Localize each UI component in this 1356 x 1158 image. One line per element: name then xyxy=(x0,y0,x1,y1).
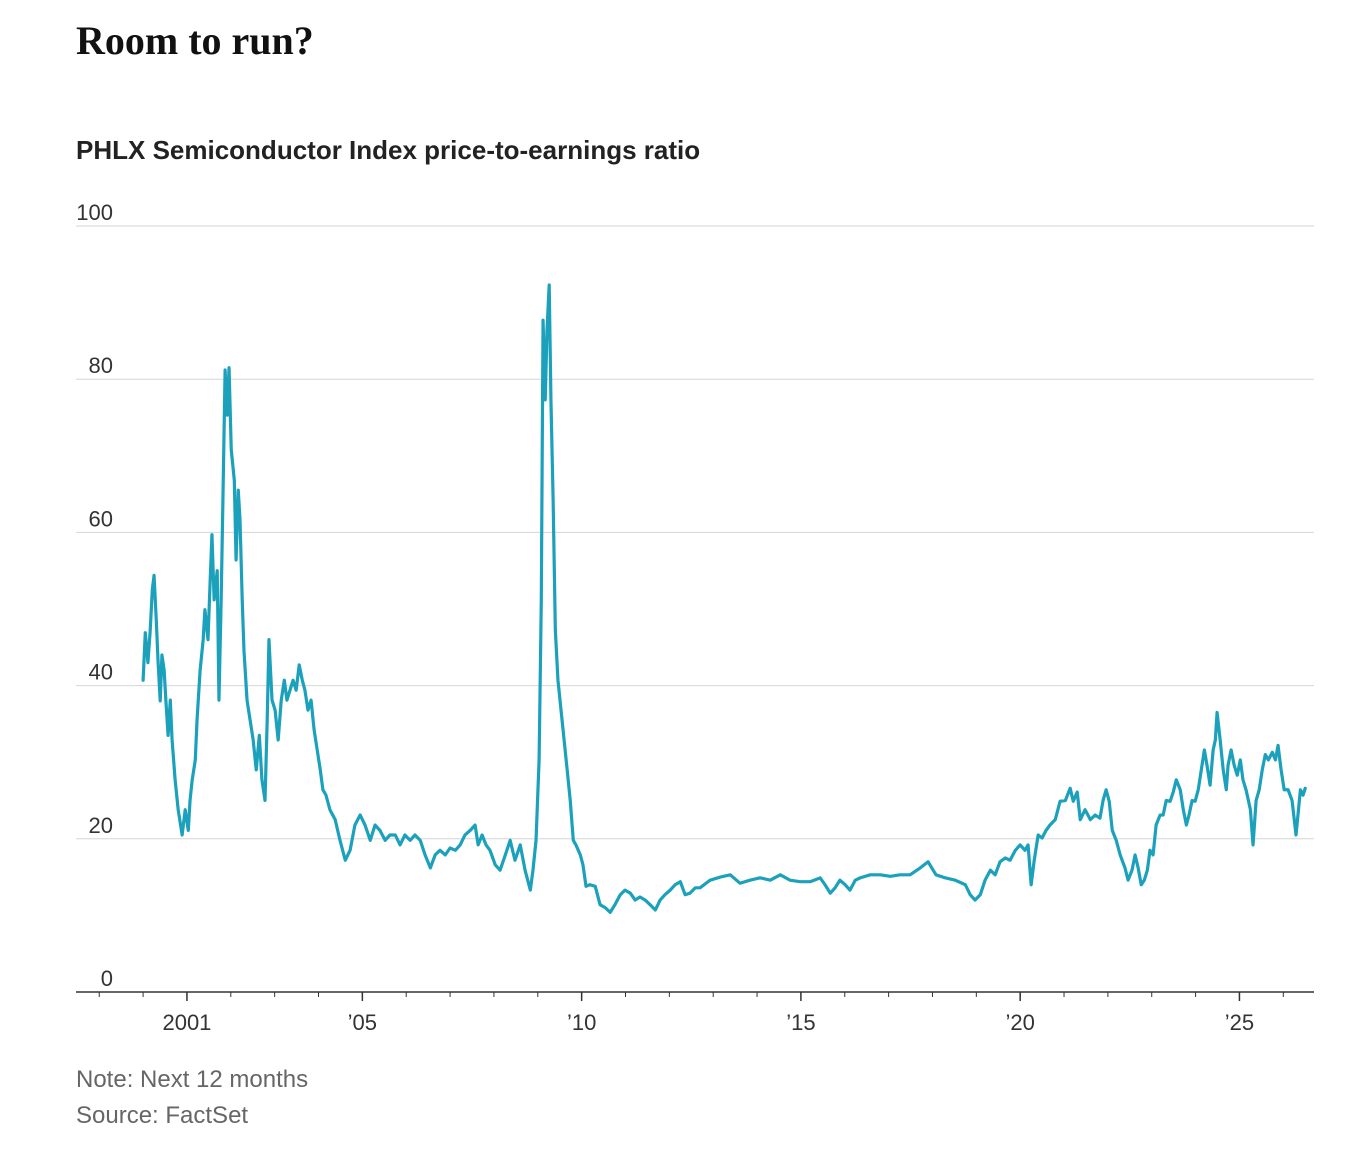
axes: 0 20 40 60 80 100 2001 ’05 ’10 ’15 ’20 ’25 xyxy=(76,200,1314,1035)
note: Note: Next 12 months xyxy=(76,1066,308,1093)
grid xyxy=(76,225,1314,840)
chart-subtitle: PHLX Semiconductor Index price-to-earnin… xyxy=(76,135,700,165)
data-line xyxy=(141,283,1307,914)
y-tick-label: 100 xyxy=(76,200,113,225)
plot-area xyxy=(141,283,1307,914)
source: Source: FactSet xyxy=(76,1102,248,1129)
y-tick-label: 80 xyxy=(89,353,113,378)
x-tick-label: ’25 xyxy=(1225,1010,1254,1035)
y-tick-label: 40 xyxy=(89,660,113,685)
x-tick-label: ’15 xyxy=(786,1010,815,1035)
chart-title: Room to run? xyxy=(76,18,314,63)
y-tick-label: 60 xyxy=(89,506,113,531)
x-tick-label: ’05 xyxy=(348,1010,377,1035)
y-tick-label: 0 xyxy=(101,966,113,991)
x-tick-label: ’10 xyxy=(567,1010,596,1035)
y-tick-label: 20 xyxy=(89,813,113,838)
x-tick-label: 2001 xyxy=(162,1010,211,1035)
x-tick-label: ’20 xyxy=(1005,1010,1034,1035)
